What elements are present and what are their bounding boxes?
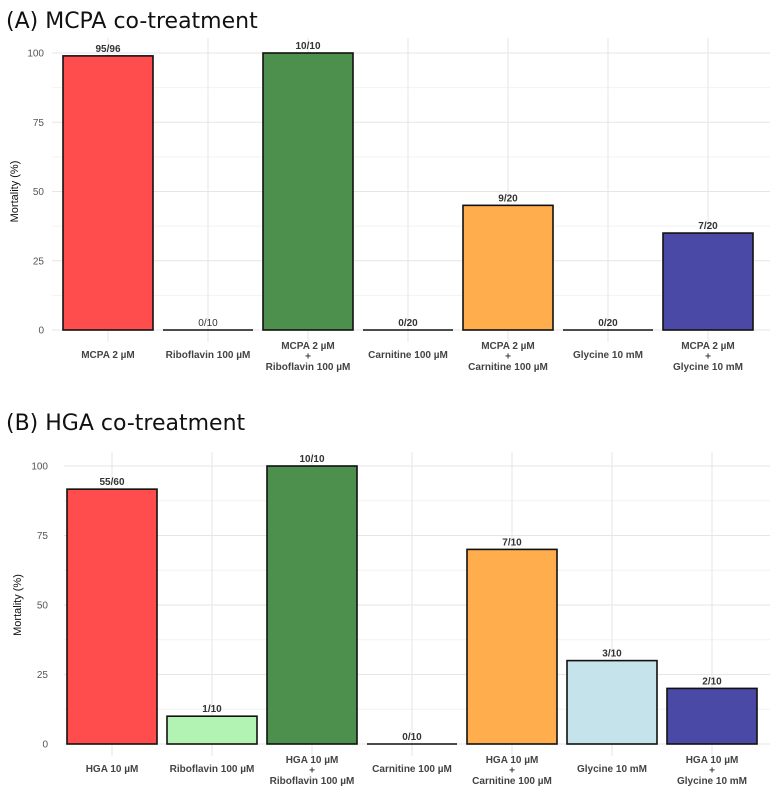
y-axis-label: Mortality (%) [9, 161, 21, 223]
x-tick-label: Carnitine 100 µM [368, 350, 448, 361]
x-tick-label: Glycine 10 mM [577, 764, 647, 775]
x-tick-label: Riboflavin 100 µM [270, 776, 355, 787]
data-label: 55/60 [99, 477, 124, 488]
y-tick-label: 0 [38, 326, 44, 337]
data-label: 0/20 [398, 318, 418, 329]
x-tick-label: Carnitine 100 µM [472, 776, 552, 787]
y-tick-label: 75 [33, 118, 45, 129]
x-tick-label: MCPA 2 µM [281, 341, 335, 352]
bar [62, 55, 154, 331]
panel-a: (A) MCPA co-treatment 0 25 50 75 100 Mortality… [6, 9, 770, 373]
x-tick-label: + [505, 352, 511, 363]
x-tick-label: HGA 10 µM [686, 755, 739, 766]
x-tick-label: Glycine 10 mM [677, 776, 747, 787]
x-tick-label: Glycine 10 mM [573, 350, 643, 361]
data-label: 0/10 [402, 732, 422, 743]
data-label: 10/10 [295, 41, 320, 52]
data-label: 2/10 [702, 676, 722, 687]
x-tick-label: MCPA 2 µM [81, 350, 135, 361]
x-tick-label: HGA 10 µM [86, 764, 139, 775]
data-label: 7/10 [502, 537, 522, 548]
data-label: 9/20 [498, 193, 518, 204]
bar [166, 715, 258, 745]
x-tick-label: + [709, 766, 715, 777]
y-tick-label: 25 [37, 670, 49, 681]
bar [666, 687, 758, 745]
y-tick-label: 75 [37, 531, 49, 542]
y-tick-label: 25 [33, 256, 45, 267]
x-tick-label: MCPA 2 µM [481, 341, 535, 352]
data-label: 10/10 [299, 454, 324, 465]
x-tick-label: HGA 10 µM [486, 755, 539, 766]
y-axis-label: Mortality (%) [12, 574, 24, 636]
x-tick-label: + [305, 352, 311, 363]
x-tick-label: Riboflavin 100 µM [266, 362, 351, 373]
panel-b: (B) HGA co-treatment 0 25 50 75 100 Mortality … [6, 411, 770, 787]
y-tick-label: 100 [31, 462, 48, 473]
x-tick-label: Carnitine 100 µM [468, 362, 548, 373]
x-tick-label: MCPA 2 µM [681, 341, 735, 352]
y-tick-label: 50 [33, 187, 45, 198]
x-tick-label: + [705, 352, 711, 363]
data-label: 95/96 [95, 44, 120, 55]
data-label: 0/10 [198, 318, 218, 329]
bar [662, 232, 754, 331]
bar [466, 548, 558, 745]
y-tick-label: 100 [27, 49, 44, 60]
x-tick-label: Carnitine 100 µM [372, 764, 452, 775]
x-tick-label: HGA 10 µM [286, 755, 339, 766]
x-tick-label: + [509, 766, 515, 777]
x-tick-label: Riboflavin 100 µM [170, 764, 255, 775]
bar [66, 488, 158, 745]
data-label: 3/10 [602, 649, 622, 660]
bar [462, 204, 554, 331]
data-label: 0/20 [598, 318, 618, 329]
x-tick-label: Glycine 10 mM [673, 362, 743, 373]
data-label: 1/10 [202, 704, 222, 715]
panel-title: (B) HGA co-treatment [6, 411, 246, 436]
bar [266, 465, 358, 745]
bar [262, 52, 354, 331]
y-tick-label: 50 [37, 601, 49, 612]
panel-title: (A) MCPA co-treatment [6, 9, 258, 34]
y-tick-label: 0 [42, 740, 48, 751]
data-label: 7/20 [698, 221, 718, 232]
bar [566, 659, 658, 745]
x-tick-label: Riboflavin 100 µM [166, 350, 251, 361]
x-tick-label: + [309, 766, 315, 777]
